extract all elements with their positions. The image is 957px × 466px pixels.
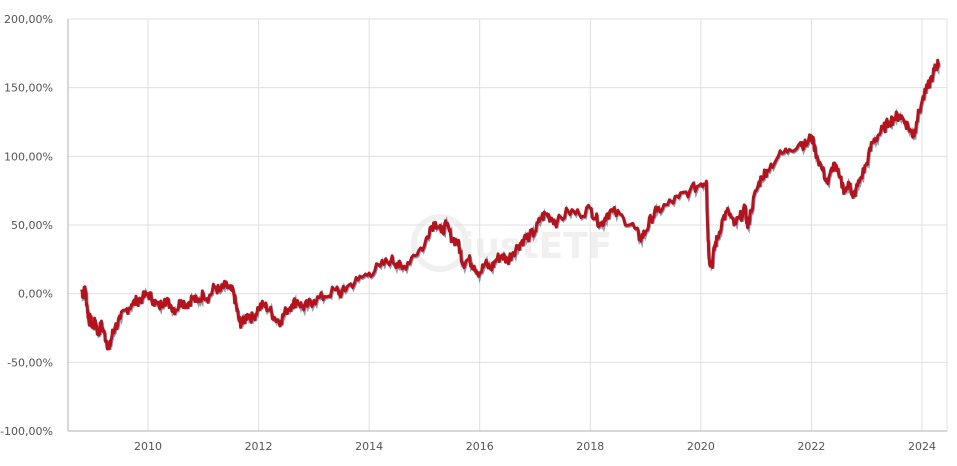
x-tick-label: 2012 [245,440,273,453]
y-tick-label: 0,00% [18,288,53,301]
x-axis-labels: 2010 2012 2014 2016 2018 2020 2022 2024 [134,440,936,453]
watermark-circle-icon [411,214,469,272]
x-tick-label: 2020 [687,440,715,453]
y-tick-label: 50,00% [11,219,53,232]
x-tick-label: 2010 [134,440,162,453]
y-tick-label: 200,00% [4,13,53,26]
x-tick-label: 2016 [466,440,494,453]
y-tick-label: -100,00% [0,425,53,438]
horizontal-gridlines [68,18,948,431]
y-tick-label: 100,00% [4,150,53,163]
vertical-gridlines [147,19,923,431]
y-tick-label: -50,00% [7,356,53,369]
x-tick-label: 2024 [908,440,936,453]
x-tick-label: 2014 [355,440,383,453]
performance-line [80,58,941,351]
y-tick-label: 150,00% [4,82,53,95]
x-tick-label: 2022 [797,440,825,453]
performance-line-shadow [81,61,941,351]
x-tick-label: 2018 [576,440,604,453]
y-axis-labels: 200,00% 150,00% 100,00% 50,00% 0,00% -50,00% -… [0,13,53,438]
